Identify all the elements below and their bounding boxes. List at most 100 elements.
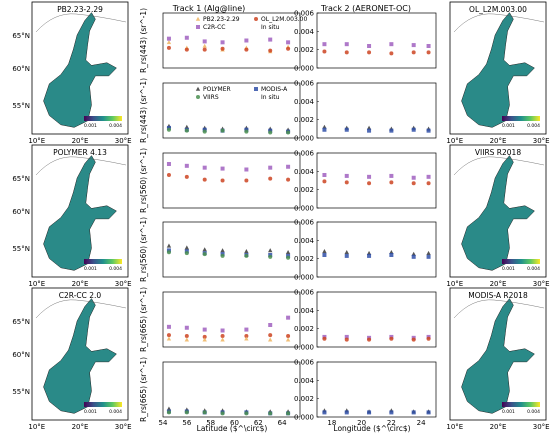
- ytick-label: 0.004: [294, 28, 315, 36]
- track2-point: [389, 51, 394, 56]
- map-title: C2R-CC 2.0: [59, 291, 102, 300]
- xtick-label: 22: [387, 419, 396, 427]
- colorbar-min: 0.001: [84, 266, 97, 272]
- track1-point: [268, 48, 273, 53]
- track1-point: [166, 162, 171, 166]
- track2-point: [411, 254, 416, 259]
- legend-label: PB2.23-2.29: [203, 16, 240, 23]
- track1-point: [268, 248, 273, 253]
- track2-point: [322, 179, 327, 184]
- panel-legend: POLYMER MODIS-A VIIRS In situ: [195, 86, 288, 101]
- xtick-label: 18: [327, 419, 336, 427]
- track2-point: [322, 42, 327, 47]
- track1-point: [268, 165, 273, 170]
- xtick-label: 60: [230, 419, 239, 427]
- track1-point: [184, 174, 189, 179]
- scatter-panel: R_rs(665) (sr^-1) 0.000 0.002 0.004 0.006: [139, 287, 437, 352]
- track2-axes: [316, 82, 437, 139]
- ytick-label: 0.006: [294, 80, 315, 88]
- track1-point: [166, 336, 172, 341]
- track2-xlabel: Longitude ($^\circ$): [333, 424, 410, 433]
- track1-point: [220, 166, 225, 171]
- track1-axes: [162, 221, 301, 278]
- track2-point: [389, 180, 394, 185]
- track1-point: [220, 253, 225, 258]
- track2-point: [367, 410, 372, 415]
- track2-point: [367, 337, 372, 342]
- track1-point: [202, 165, 207, 170]
- track1-point: [244, 38, 249, 43]
- lon-label: 10°E: [446, 137, 463, 145]
- ytick-label: 0.002: [294, 186, 314, 194]
- colorbar-min: 0.001: [84, 123, 97, 129]
- map-title: PB2.23-2.29: [57, 5, 103, 14]
- ytick-label: 0.004: [294, 237, 315, 245]
- xtick-label: 62: [254, 419, 263, 427]
- track2-point: [367, 174, 372, 179]
- lat-label: 65°N: [12, 32, 30, 40]
- track1-point: [285, 249, 291, 255]
- track2-point: [411, 43, 416, 48]
- colorbar-min: 0.001: [84, 409, 97, 415]
- track2-point: [344, 42, 349, 47]
- plots-layer: R_rs(443) (sr^-1) 0.000 0.002 0.004 0.006 PB2…: [139, 8, 437, 427]
- colorbar-max: 0.004: [109, 409, 122, 415]
- track2-point: [411, 50, 416, 55]
- ytick-label: 0.000: [294, 135, 314, 143]
- ytick-label: 0.004: [294, 168, 315, 176]
- track1-axes: [162, 361, 301, 418]
- track1-point: [286, 334, 291, 338]
- colorbar-min: 0.001: [502, 266, 515, 272]
- track2-point: [367, 181, 372, 186]
- track2-title: Track 2 (AERONET-OC): [320, 4, 411, 13]
- coastline: [35, 13, 127, 33]
- track2-point: [411, 410, 416, 415]
- track1-point: [184, 245, 190, 250]
- xtick-label: 64: [278, 419, 287, 427]
- track2-point: [389, 128, 394, 133]
- track2-point: [344, 249, 349, 255]
- lat-label: 65°N: [12, 318, 30, 326]
- track1-point: [286, 255, 291, 260]
- track1-point: [202, 334, 207, 339]
- scatter-panel: R_rs(560) (sr^-1) 0.000 0.002 0.004 0.006: [139, 148, 437, 213]
- map-panel: POLYMER 4.13 0.001 0.004 65°N 60°N 55°N 10°E 20…: [12, 144, 132, 288]
- coastline: [35, 299, 127, 319]
- track1-point: [184, 251, 189, 256]
- track1-point: [202, 252, 207, 257]
- ytick-label: 0.002: [294, 395, 314, 403]
- track1-point: [244, 167, 249, 172]
- ytick-label: 0.006: [294, 219, 315, 227]
- track1-point: [220, 328, 225, 333]
- colorbar: [84, 402, 122, 407]
- maps-layer: PB2.23-2.29 0.001 0.004 65°N 60°N 55°N 10°E 20°…: [12, 1, 550, 431]
- lat-label: 60°N: [12, 351, 30, 359]
- track1-point: [220, 46, 225, 51]
- legend-label: C2R-CC: [203, 24, 225, 31]
- sea-area: [43, 155, 117, 271]
- track1-point: [202, 43, 207, 48]
- legend-label: In situ: [261, 24, 280, 31]
- track1-point: [202, 39, 207, 44]
- track1-point: [244, 178, 249, 183]
- map-title: VIIRS R2018: [475, 148, 521, 157]
- track2-point: [426, 174, 431, 179]
- track2-point: [344, 253, 349, 258]
- sea-area: [461, 298, 535, 414]
- lat-label: 60°N: [12, 208, 30, 216]
- lat-label: 60°N: [12, 65, 30, 73]
- track2-point: [389, 173, 394, 178]
- map-panel: MODIS-A R2018 0.001 0.004 10°E 20°E 30°E: [446, 287, 550, 431]
- lon-label: 10°E: [28, 280, 45, 288]
- ytick-label: 0.000: [294, 65, 314, 73]
- lon-label: 10°E: [446, 280, 463, 288]
- colorbar-max: 0.004: [527, 409, 540, 415]
- lat-label: 55°N: [12, 388, 30, 396]
- track1-axes: [162, 291, 301, 348]
- track1-point: [268, 337, 273, 342]
- panel-ylabel: R_rs(443) (sr^-1): [139, 8, 148, 73]
- colorbar-max: 0.004: [109, 266, 122, 272]
- lon-label: 30°E: [533, 137, 550, 145]
- track1-axes: [162, 152, 301, 209]
